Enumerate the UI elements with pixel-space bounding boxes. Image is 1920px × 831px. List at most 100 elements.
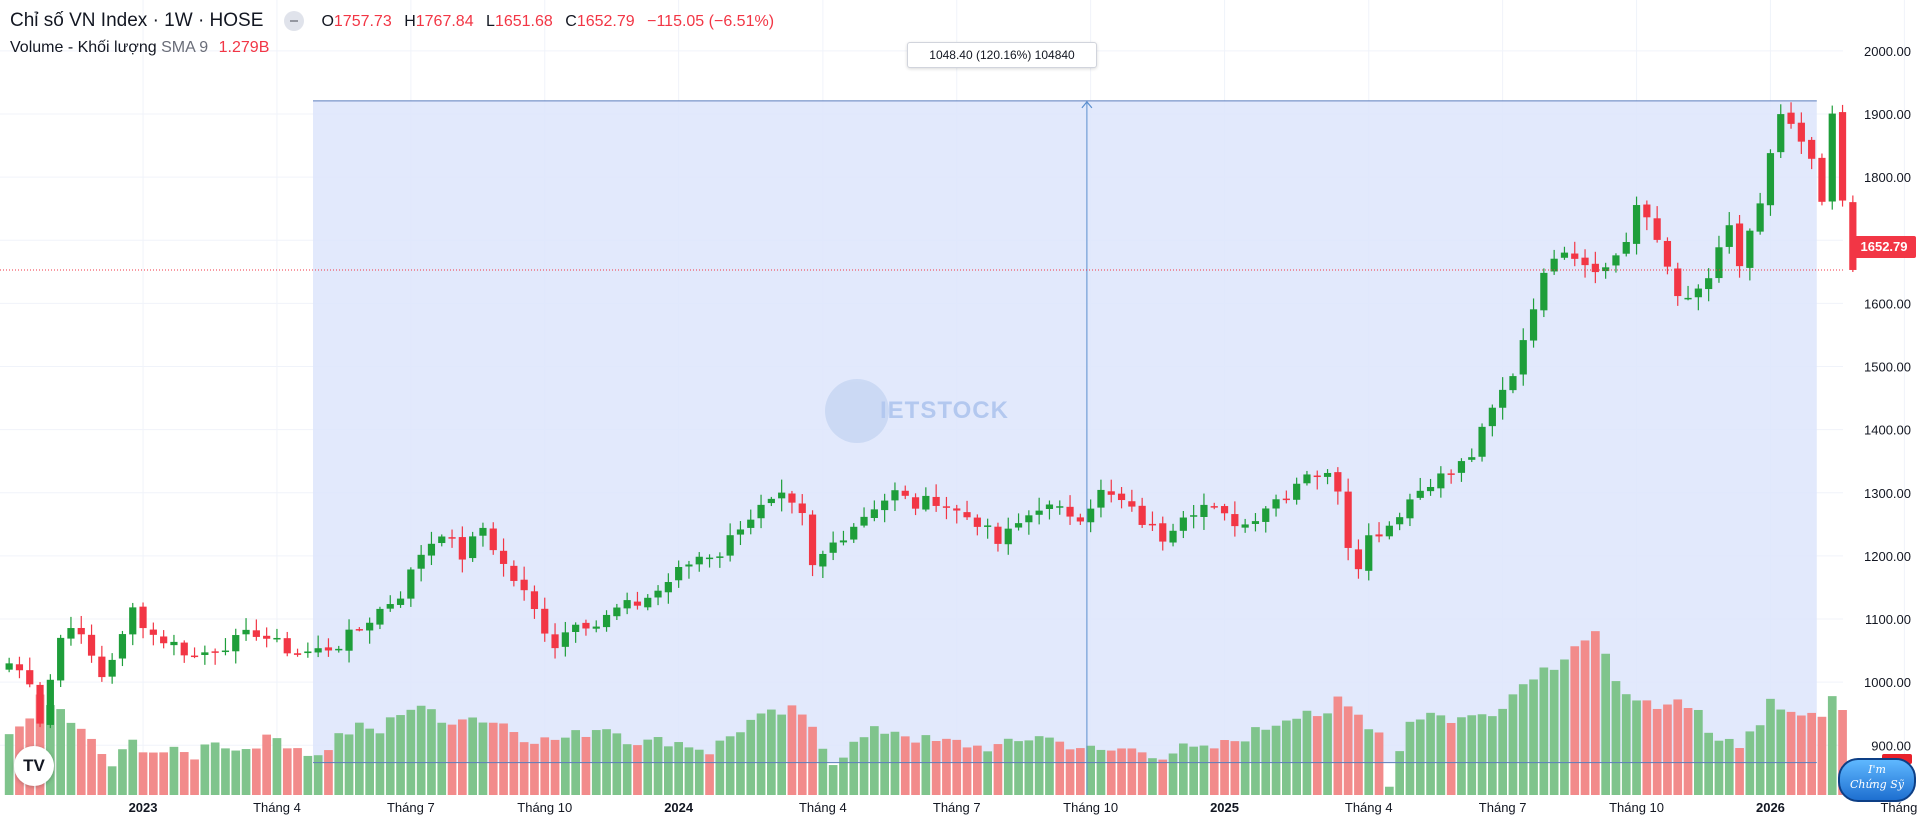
candle-body: [160, 636, 168, 644]
candle-body: [499, 550, 508, 564]
volume-bar: [1642, 700, 1652, 795]
candle-body: [1828, 113, 1836, 202]
last-price-tag: 1652.79: [1852, 236, 1916, 258]
candle-body: [1571, 253, 1579, 259]
volume-bar: [880, 733, 889, 795]
candle-body: [932, 496, 940, 506]
badge-text: I'm Chứng Sỹ: [1838, 762, 1916, 792]
candle-body: [644, 597, 652, 608]
candle-body: [1056, 506, 1064, 508]
volume-bar: [736, 732, 745, 795]
measure-range-area[interactable]: [313, 100, 1817, 763]
volume-bar: [1673, 699, 1683, 795]
time-tick-label: 2025: [1210, 800, 1239, 815]
volume-bar: [973, 745, 982, 795]
volume-bar: [705, 754, 714, 795]
candle-body: [139, 606, 147, 629]
im-chung-sy-badge[interactable]: I'm Chứng Sỹ: [1838, 754, 1916, 802]
candle-body: [963, 512, 971, 518]
volume-bar: [993, 744, 1003, 795]
price-tick-label: 1600.00: [1864, 296, 1911, 311]
badge-line-2: Chứng Sỹ: [1850, 778, 1904, 791]
time-axis[interactable]: 2023 Tháng 4 Tháng 7 Tháng 10 2024 Tháng 4 Thá…: [129, 800, 1920, 815]
candle-body: [891, 490, 899, 501]
volume-bar: [725, 736, 735, 795]
volume-bar: [622, 744, 632, 795]
symbol-title[interactable]: Chỉ số VN Index · 1W · HOSE: [10, 10, 264, 31]
volume-bar: [1323, 713, 1332, 795]
ohlc-values: O1757.73 H1767.84 L1651.68 C1652.79 −115…: [321, 13, 782, 30]
candle-body: [1591, 263, 1599, 273]
volume-bar: [1003, 738, 1013, 795]
volume-bar: [1065, 749, 1075, 795]
time-tick-label: Tháng 7: [387, 800, 435, 815]
candle-body: [1540, 272, 1548, 311]
volume-bar: [107, 766, 117, 795]
candle-body: [1148, 523, 1157, 526]
volume-bar: [1271, 725, 1281, 795]
candle-body: [1560, 252, 1569, 258]
measure-tool-label[interactable]: 1048.40 (120.16%) 104840: [907, 42, 1097, 68]
candle-body: [1725, 225, 1733, 247]
candle-body: [1416, 490, 1424, 498]
tradingview-logo-icon[interactable]: TV: [14, 746, 54, 786]
collapse-legend-icon[interactable]: [284, 11, 305, 32]
volume-bar: [550, 739, 560, 795]
volume-bar: [921, 735, 931, 795]
volume-bar: [66, 722, 76, 795]
candle-body: [994, 526, 1002, 544]
candlesticks: [5, 102, 1857, 729]
volume-bar: [1209, 748, 1219, 795]
volume-bar: [149, 752, 158, 795]
candle-body: [953, 508, 961, 511]
volume-legend[interactable]: Volume - Khối lượng SMA 9 1.279B: [10, 39, 269, 57]
candle-body: [726, 535, 734, 556]
volume-bar: [962, 747, 972, 795]
volume-bar: [159, 752, 168, 795]
volume-bar: [1045, 737, 1054, 795]
candle-body: [1396, 517, 1404, 525]
candle-body: [1581, 257, 1589, 266]
candle-body: [922, 495, 930, 510]
time-tick-label: Tháng 4: [1880, 800, 1920, 815]
volume-bar: [1611, 681, 1621, 795]
volume-bar: [1755, 725, 1765, 795]
candle-body: [1200, 504, 1208, 517]
volume-bar: [118, 749, 127, 795]
candle-body: [1169, 530, 1177, 543]
candle-body: [870, 509, 878, 518]
time-tick-label: Tháng 7: [1479, 800, 1527, 815]
volume-bar: [97, 754, 107, 795]
price-axis[interactable]: 2000.001900.001800.001700.001600.001500.…: [1864, 44, 1911, 753]
volume-bar: [1014, 741, 1023, 795]
volume-bar: [1282, 720, 1291, 795]
volume-bar: [1488, 716, 1497, 795]
chart-legend-header[interactable]: Chỉ số VN Index · 1W · HOSE O1757.73 H17…: [10, 10, 782, 32]
candle-body: [1632, 205, 1641, 244]
candle-body: [901, 490, 909, 496]
volume-bar: [767, 709, 776, 795]
candle-body: [232, 635, 240, 652]
volume-bar: [756, 713, 766, 795]
volume-bar: [1714, 740, 1724, 795]
volume-bar: [1766, 698, 1775, 795]
volume-bar: [1148, 758, 1157, 795]
volume-bar: [653, 737, 663, 795]
candle-body: [839, 540, 848, 543]
low-key: L: [486, 13, 495, 30]
price-tick-label: 1500.00: [1864, 360, 1911, 375]
volume-bar: [1034, 736, 1044, 795]
candle-body: [654, 590, 662, 598]
candle-body: [129, 607, 137, 635]
candle-body: [263, 635, 271, 639]
volume-bar: [1518, 684, 1528, 795]
candle-body: [984, 525, 992, 527]
volume-bar: [138, 752, 148, 795]
volume-bar: [540, 737, 550, 795]
volume-bar: [1663, 704, 1672, 795]
candle-body: [77, 627, 85, 635]
candle-body: [613, 607, 621, 617]
volume-bar: [828, 765, 838, 795]
candle-body: [1262, 508, 1270, 522]
